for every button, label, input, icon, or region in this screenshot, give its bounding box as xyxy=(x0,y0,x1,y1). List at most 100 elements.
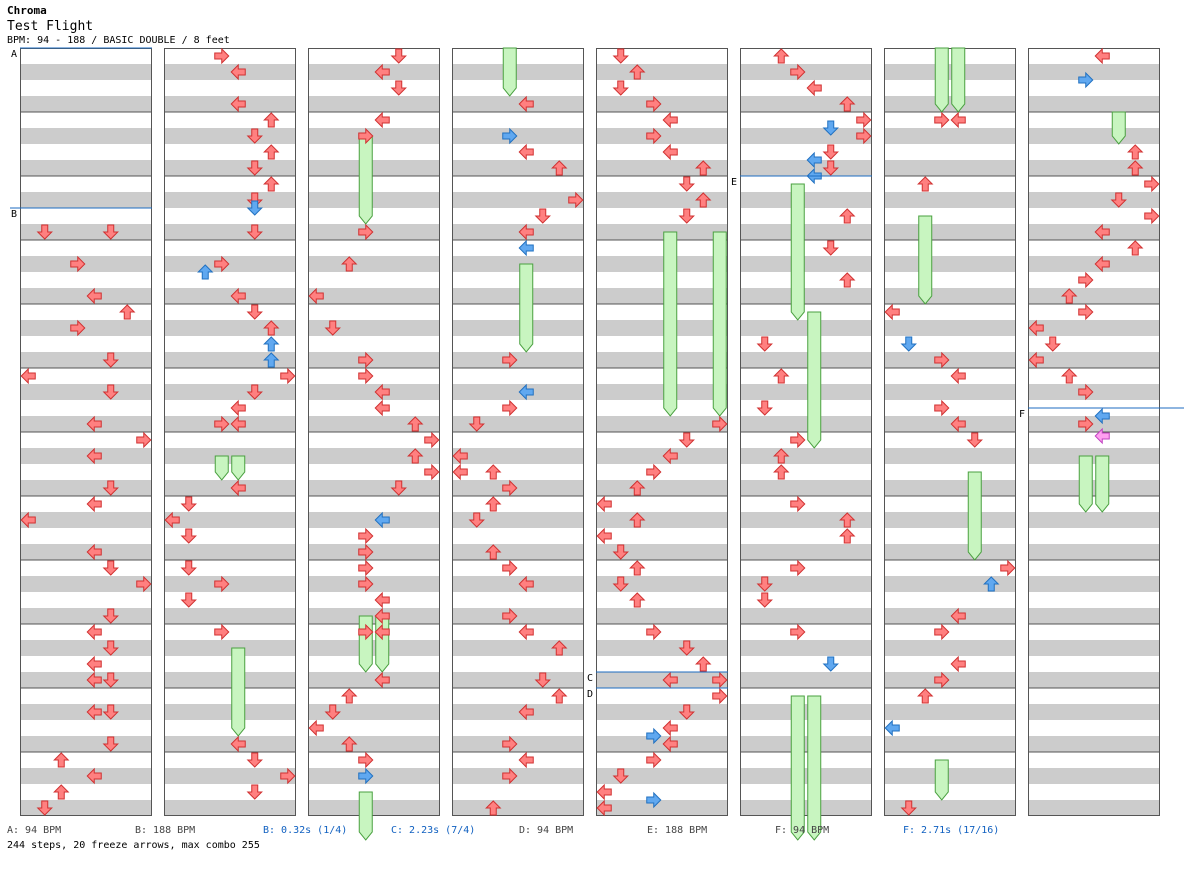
step-arrow xyxy=(662,671,678,689)
step-arrow xyxy=(263,320,280,336)
beat-stripe xyxy=(20,384,152,400)
step-arrow xyxy=(678,704,695,720)
step-arrow xyxy=(374,591,390,609)
beat-stripe xyxy=(20,544,152,560)
beat-stripe xyxy=(1028,352,1160,368)
step-arrow xyxy=(70,319,86,337)
step-arrow xyxy=(790,63,806,81)
beat-stripe xyxy=(884,320,1016,336)
step-arrow xyxy=(197,264,214,280)
step-arrow xyxy=(950,655,966,673)
legend-item: E: 188 BPM xyxy=(647,825,708,836)
step-arrow xyxy=(756,336,773,352)
step-arrow xyxy=(596,527,612,545)
step-arrow xyxy=(756,400,773,416)
beat-stripe xyxy=(164,480,296,496)
legend-item: F: 2.71s (17/16) xyxy=(903,825,1000,836)
beat-stripe xyxy=(740,640,872,656)
step-arrow xyxy=(596,783,612,801)
step-arrow xyxy=(180,496,197,512)
beat-stripe xyxy=(164,768,296,784)
step-arrow xyxy=(712,415,728,433)
beat-stripe xyxy=(740,608,872,624)
beat-stripe xyxy=(452,608,584,624)
step-arrow xyxy=(102,640,119,656)
step-arrow xyxy=(502,735,518,753)
beat-stripe xyxy=(596,416,728,432)
beat-stripe xyxy=(308,704,440,720)
step-arrow xyxy=(230,95,246,113)
step-arrow xyxy=(390,48,407,64)
beat-stripe xyxy=(20,64,152,80)
beat-stripe xyxy=(1028,640,1160,656)
beat-stripe xyxy=(164,352,296,368)
step-arrow xyxy=(695,160,712,176)
step-arrow xyxy=(712,687,728,705)
step-arrow xyxy=(102,384,119,400)
step-arrow xyxy=(551,160,568,176)
beat-stripe xyxy=(308,736,440,752)
step-arrow xyxy=(662,143,678,161)
freeze-arrow xyxy=(663,231,678,417)
beat-stripe xyxy=(740,320,872,336)
beat-stripe xyxy=(452,480,584,496)
step-arrow xyxy=(1044,336,1061,352)
beat-stripe xyxy=(596,160,728,176)
beat-stripe xyxy=(452,64,584,80)
beat-stripe xyxy=(452,576,584,592)
step-arrow xyxy=(246,128,263,144)
beat-stripe xyxy=(596,384,728,400)
step-arrow xyxy=(1000,559,1016,577)
beat-stripe xyxy=(884,768,1016,784)
step-arrow xyxy=(53,752,70,768)
beat-stripe xyxy=(740,96,872,112)
beat-stripe xyxy=(20,352,152,368)
step-arrow xyxy=(518,623,534,641)
step-arrow xyxy=(629,512,646,528)
beat-stripe xyxy=(452,320,584,336)
step-arrow xyxy=(596,799,612,817)
beat-stripe xyxy=(164,608,296,624)
beat-stripe xyxy=(1028,480,1160,496)
step-arrow xyxy=(136,575,152,593)
step-arrow xyxy=(612,768,629,784)
step-arrow xyxy=(136,431,152,449)
step-arrow xyxy=(180,592,197,608)
step-arrow xyxy=(629,480,646,496)
beat-stripe xyxy=(740,544,872,560)
step-arrow xyxy=(662,111,678,129)
section-marker-label: E xyxy=(731,177,737,188)
step-arrow xyxy=(230,415,246,433)
step-arrow xyxy=(646,791,662,809)
beat-stripe xyxy=(884,800,1016,816)
beat-stripe xyxy=(884,288,1016,304)
beat-stripe xyxy=(740,512,872,528)
step-arrow xyxy=(934,351,950,369)
beat-stripe xyxy=(740,192,872,208)
beat-stripe xyxy=(308,320,440,336)
step-arrow xyxy=(806,151,822,169)
beat-stripe xyxy=(308,352,440,368)
step-arrow xyxy=(214,623,230,641)
step-arrow xyxy=(1127,160,1144,176)
step-arrow xyxy=(568,191,584,209)
step-arrow xyxy=(950,367,966,385)
step-arrow xyxy=(1078,383,1094,401)
beat-stripe xyxy=(20,128,152,144)
step-arrow xyxy=(390,80,407,96)
step-arrow xyxy=(468,512,485,528)
beat-stripe xyxy=(20,512,152,528)
step-arrow xyxy=(612,80,629,96)
beat-stripe xyxy=(884,480,1016,496)
freeze-arrow xyxy=(214,455,229,481)
freeze-arrow xyxy=(358,135,373,225)
beat-stripe xyxy=(884,352,1016,368)
step-arrow xyxy=(966,432,983,448)
step-arrow xyxy=(358,367,374,385)
beat-stripe xyxy=(596,544,728,560)
legend-item: C: 2.23s (7/4) xyxy=(391,825,476,836)
legend-item: F: 94 BPM xyxy=(775,825,830,836)
step-arrow xyxy=(790,495,806,513)
beat-stripe xyxy=(308,576,440,592)
